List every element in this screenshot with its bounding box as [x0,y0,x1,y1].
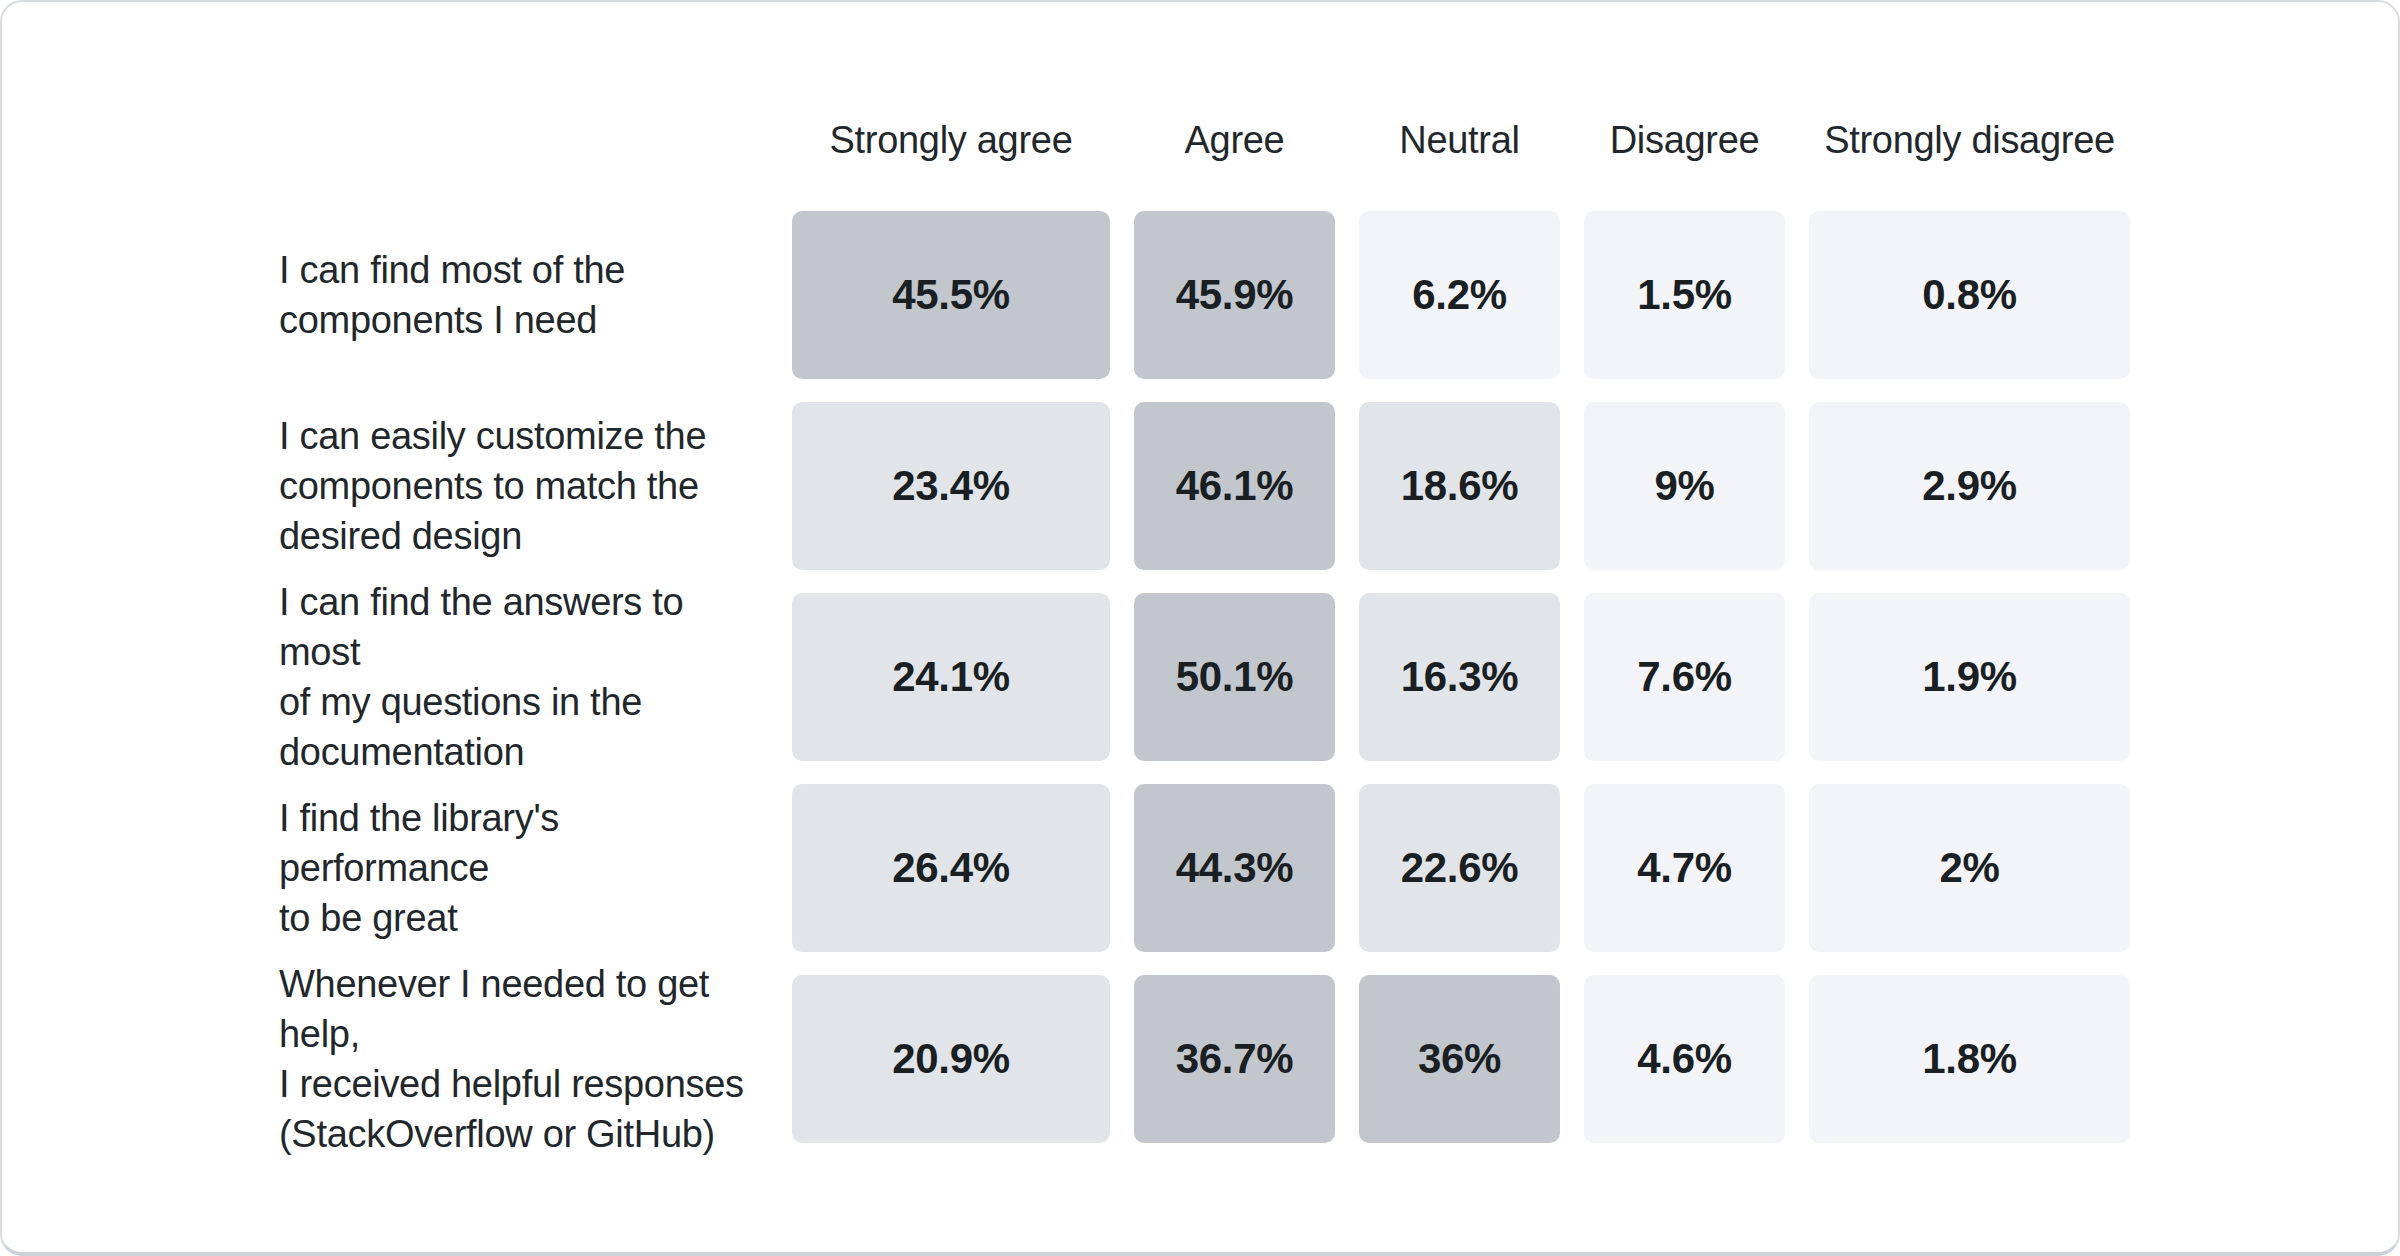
cell-value: 26.4% [892,844,1010,892]
heatmap-cell: 22.6% [1359,784,1560,952]
heatmap-cell: 23.4% [792,402,1110,570]
cell-value: 22.6% [1401,844,1519,892]
cell-value: 6.2% [1412,271,1507,319]
heatmap-cell: 36% [1359,975,1560,1143]
cell-value: 36% [1418,1035,1501,1083]
heatmap-cell: 2.9% [1809,402,2130,570]
cell-value: 2% [1939,844,1999,892]
cell-value: 23.4% [892,462,1010,510]
heatmap-cell: 4.6% [1584,975,1785,1143]
cell-value: 24.1% [892,653,1010,701]
cell-value: 1.9% [1922,653,2017,701]
heatmap-cell: 9% [1584,402,1785,570]
cell-value: 44.3% [1176,844,1294,892]
column-header: Agree [1134,92,1335,188]
cell-value: 1.8% [1922,1035,2017,1083]
cell-value: 0.8% [1922,271,2017,319]
cell-value: 2.9% [1922,462,2017,510]
heatmap-cell: 7.6% [1584,593,1785,761]
cell-value: 7.6% [1637,653,1732,701]
column-header: Disagree [1584,92,1785,188]
heatmap-cell: 1.8% [1809,975,2130,1143]
heatmap-cell: 46.1% [1134,402,1335,570]
heatmap-cell: 6.2% [1359,211,1560,379]
heatmap-cell: 24.1% [792,593,1110,761]
heatmap-cell: 20.9% [792,975,1110,1143]
heatmap-cell: 1.5% [1584,211,1785,379]
column-header: Strongly agree [792,92,1110,188]
column-header: Neutral [1359,92,1560,188]
heatmap-cell: 0.8% [1809,211,2130,379]
row-label: I can easily customize the components to… [279,402,768,570]
heatmap-cell: 2% [1809,784,2130,952]
heatmap-cell: 50.1% [1134,593,1335,761]
cell-value: 9% [1654,462,1714,510]
heatmap-cell: 26.4% [792,784,1110,952]
cell-value: 45.9% [1176,271,1294,319]
cell-value: 18.6% [1401,462,1519,510]
column-header: Strongly disagree [1809,92,2130,188]
cell-value: 45.5% [892,271,1010,319]
screenshot-stage: Strongly agreeAgreeNeutralDisagreeStrong… [0,0,2400,1256]
heatmap-cell: 16.3% [1359,593,1560,761]
heatmap-cell: 4.7% [1584,784,1785,952]
cell-value: 4.7% [1637,844,1732,892]
cell-value: 4.6% [1637,1035,1732,1083]
corner-spacer [279,92,768,188]
cell-value: 50.1% [1176,653,1294,701]
heatmap-cell: 45.9% [1134,211,1335,379]
cell-value: 36.7% [1176,1035,1294,1083]
heatmap-cell: 36.7% [1134,975,1335,1143]
cell-value: 1.5% [1637,271,1732,319]
cell-value: 16.3% [1401,653,1519,701]
heatmap-cell: 1.9% [1809,593,2130,761]
heatmap-cell: 18.6% [1359,402,1560,570]
cell-value: 46.1% [1176,462,1294,510]
heatmap-cell: 45.5% [792,211,1110,379]
row-label: I can find most of the components I need [279,211,768,379]
row-label: I can find the answers to most of my que… [279,593,768,761]
survey-results-card: Strongly agreeAgreeNeutralDisagreeStrong… [0,0,2400,1256]
row-label: Whenever I needed to get help, I receive… [279,975,768,1143]
likert-heatmap: Strongly agreeAgreeNeutralDisagreeStrong… [279,92,2130,1143]
cell-value: 20.9% [892,1035,1010,1083]
heatmap-cell: 44.3% [1134,784,1335,952]
row-label: I find the library's performance to be g… [279,784,768,952]
